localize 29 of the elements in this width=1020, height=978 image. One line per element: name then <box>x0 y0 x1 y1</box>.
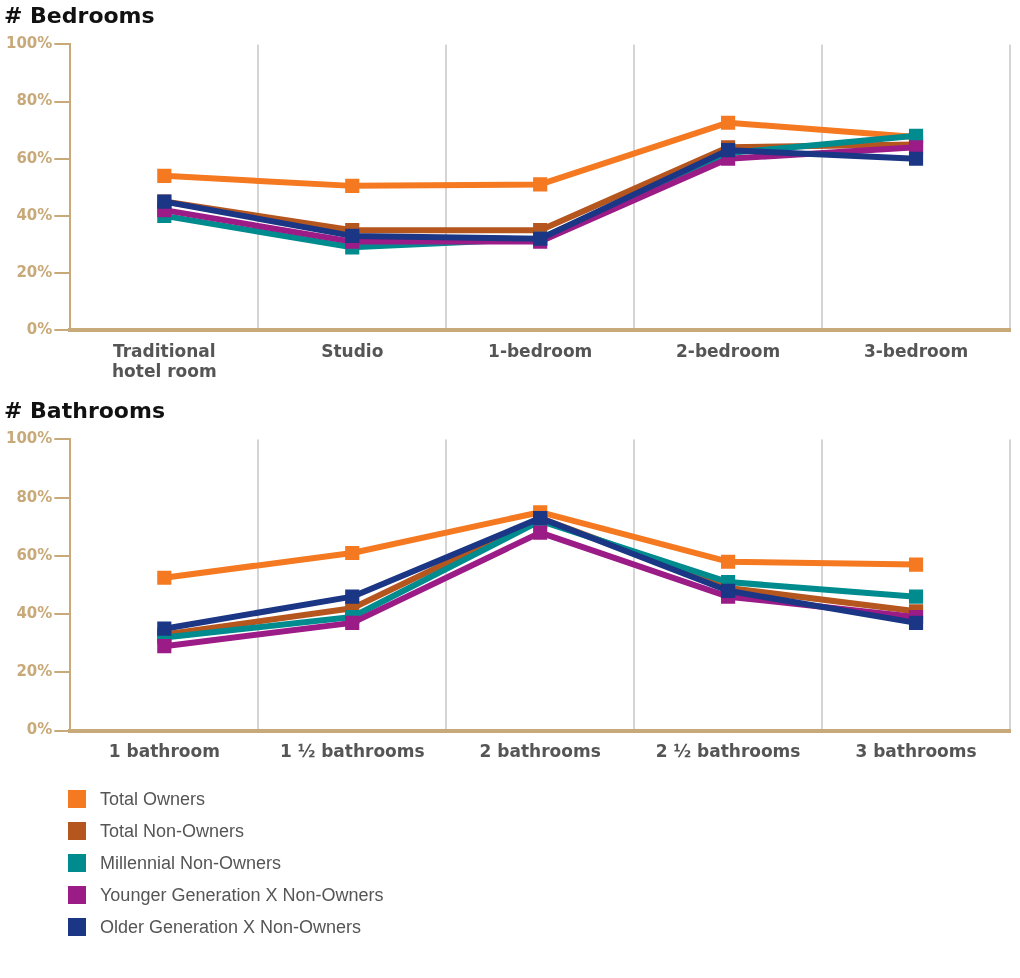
y-tick-label: 40% <box>16 604 53 623</box>
x-tick-label: 2 bathrooms <box>479 741 601 762</box>
x-tick-label: 2-bedroom <box>675 340 781 361</box>
x-tick-label: 1 bathroom <box>108 741 220 762</box>
x-tick-label: 2 ½ bathrooms <box>655 741 801 762</box>
y-tick-label: 40% <box>16 205 53 224</box>
x-tick-label: 3 bathrooms <box>855 741 977 762</box>
chart-title: # Bedrooms <box>4 2 155 28</box>
x-tick-label: Studio <box>321 340 384 361</box>
legend-label: Older Generation X Non-Owners <box>100 916 362 938</box>
y-tick-label: 20% <box>16 262 53 281</box>
y-tick-label: 0% <box>26 320 53 339</box>
legend-label: Total Owners <box>100 788 206 810</box>
legend-label: Younger Generation X Non-Owners <box>100 884 384 906</box>
x-tick-label: 1-bedroom <box>488 340 593 361</box>
x-tick-label: 1 ½ bathrooms <box>279 741 425 762</box>
legend-label: Total Non-Owners <box>100 820 245 842</box>
x-tick-label: Traditional hotel room <box>111 340 217 382</box>
chart-title: # Bathrooms <box>4 397 165 423</box>
y-tick-label: 100% <box>6 34 53 53</box>
y-tick-label: 20% <box>16 662 53 681</box>
x-tick-label: 3-bedroom <box>863 340 969 361</box>
y-tick-label: 60% <box>16 148 53 167</box>
y-tick-label: 0% <box>26 720 53 739</box>
y-tick-label: 100% <box>6 429 53 448</box>
y-tick-label: 80% <box>16 91 53 110</box>
y-tick-label: 80% <box>16 487 53 506</box>
legend-label: Millennial Non-Owners <box>100 852 282 874</box>
y-tick-label: 60% <box>16 545 53 564</box>
